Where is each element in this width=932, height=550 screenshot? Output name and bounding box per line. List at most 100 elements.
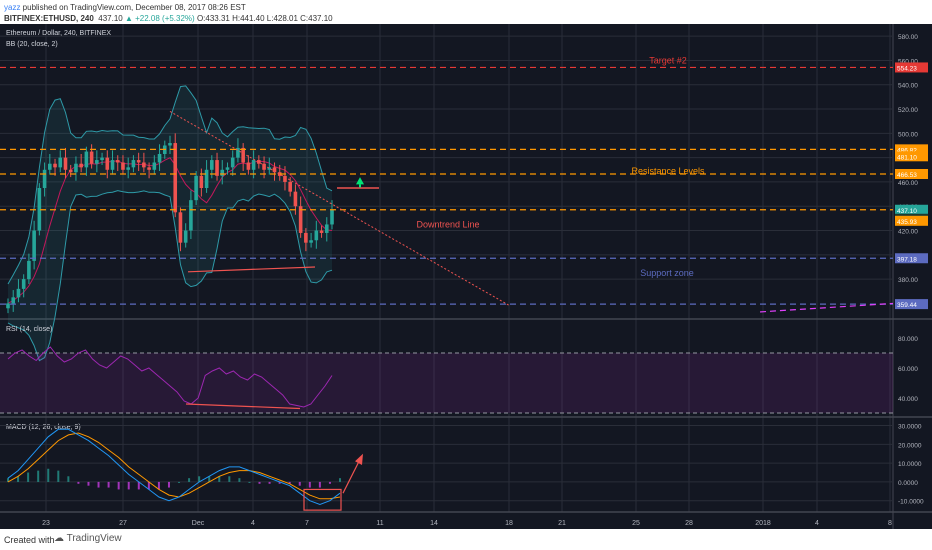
candle-body xyxy=(330,209,334,225)
x-tick-label: 7 xyxy=(305,520,309,527)
x-tick-label: Dec xyxy=(192,520,205,527)
level-badge xyxy=(895,253,928,264)
macd-histogram-bar xyxy=(268,481,271,484)
candle-body xyxy=(105,157,110,170)
y-tick-label: 420.00 xyxy=(898,229,918,236)
brand-name: TradingView xyxy=(66,533,122,544)
candle-body xyxy=(48,163,52,170)
x-tick-label: 28 xyxy=(685,520,693,527)
macd-histogram-bar xyxy=(17,476,20,482)
macd-histogram-bar xyxy=(117,481,120,490)
candle-body xyxy=(115,160,120,163)
up-arrow-icon xyxy=(356,177,364,185)
x-tick-label: 4 xyxy=(815,520,819,527)
y-tick-label: 580.00 xyxy=(898,34,918,41)
candle-body xyxy=(53,163,57,168)
candle-body xyxy=(58,157,63,168)
level-badge-label: 466.53 xyxy=(897,172,917,179)
x-tick-label: 8 xyxy=(888,520,892,527)
macd-histogram-bar xyxy=(27,472,30,482)
axis-badge-label: 481.10 xyxy=(897,154,917,161)
level-badge-label: 437.10 xyxy=(897,208,917,215)
publish-info: published on TradingView.com, December 0… xyxy=(20,3,246,12)
rsi-tick-label: 60.000 xyxy=(898,366,918,373)
macd-tick-label: 20.0000 xyxy=(898,442,922,449)
macd-tick-label: 10.0000 xyxy=(898,461,922,468)
candle-body xyxy=(79,163,83,168)
bb-upper-band xyxy=(7,85,333,285)
candle-body xyxy=(32,230,36,261)
chart-annotation: Resistance Levels xyxy=(631,166,705,176)
candle-body xyxy=(68,169,73,173)
signal-line xyxy=(7,432,341,500)
level-badge-label: 554.23 xyxy=(897,65,917,72)
ohlc-values: O:433.31 H:441.40 L:428.01 C:437.10 xyxy=(196,14,333,23)
candle-body xyxy=(142,162,146,168)
rsi-divergence-line xyxy=(185,403,301,410)
level-badge-label: 359.44 xyxy=(897,302,917,309)
macd-histogram-bar xyxy=(238,478,241,482)
x-tick-label: 11 xyxy=(376,520,383,527)
bb-lower-band xyxy=(7,190,333,362)
rsi-tick-label: 40.000 xyxy=(898,396,918,403)
macd-histogram-bar xyxy=(147,481,150,490)
support-trend-line xyxy=(187,266,316,273)
author-link[interactable]: yazz xyxy=(4,3,21,12)
axis-badge-label: 435.93 xyxy=(897,219,917,226)
macd-histogram-bar xyxy=(87,481,90,486)
candle-body xyxy=(121,162,125,170)
macd-tick-label: 30.0000 xyxy=(898,424,922,431)
macd-histogram-bar xyxy=(248,481,251,483)
candle-body xyxy=(100,157,104,161)
macd-histogram-bar xyxy=(339,478,341,482)
candle-body xyxy=(262,163,266,170)
candle-body xyxy=(194,175,198,201)
candle-body xyxy=(16,288,21,298)
chart-footer: Created with ☁ TradingView xyxy=(0,529,932,550)
last-price: 437.10 xyxy=(98,14,123,23)
macd-histogram-bar xyxy=(107,481,110,488)
macd-histogram-bar xyxy=(127,481,130,490)
candle-body xyxy=(136,160,141,163)
publish-line: yazz published on TradingView.com, Decem… xyxy=(4,3,246,12)
candle-body xyxy=(6,303,10,309)
candle-body xyxy=(37,188,42,231)
macd-histogram-bar xyxy=(288,481,291,484)
downtrend-line xyxy=(169,111,511,307)
tradingview-logo[interactable]: ☁ TradingView xyxy=(54,533,122,544)
macd-histogram-bar xyxy=(137,481,140,490)
x-tick-label: 18 xyxy=(505,520,513,527)
candle-body xyxy=(257,160,261,164)
x-tick-label: 4 xyxy=(251,520,255,527)
x-tick-label: 14 xyxy=(430,520,438,527)
candle-body xyxy=(178,212,183,243)
chart-annotation: Target #2 xyxy=(649,55,687,65)
macd-histogram-bar xyxy=(67,476,70,482)
macd-histogram-bar xyxy=(278,481,281,484)
bb-fill xyxy=(8,85,332,361)
created-with-label: Created with xyxy=(4,535,55,545)
candle-body xyxy=(189,200,193,231)
level-badge xyxy=(895,299,928,310)
chart-canvas[interactable]: 23 27 Dec 4 7 11 14 18 21 25 28 2018 4 8580.00560.005… xyxy=(0,24,932,529)
candle-body xyxy=(157,153,162,163)
candle-body xyxy=(304,232,308,243)
x-tick-label: 27 xyxy=(119,520,127,527)
bb-indicator-label: BB (20, close, 2) xyxy=(6,41,58,48)
rsi-band-fill xyxy=(0,353,893,413)
candle-body xyxy=(230,157,235,168)
candle-body xyxy=(168,143,172,146)
axis-badge xyxy=(895,215,928,226)
candle-body xyxy=(210,160,214,170)
arrow-head-icon xyxy=(355,453,363,465)
macd-histogram-bar xyxy=(47,468,50,482)
macd-histogram-bar xyxy=(218,476,221,482)
y-tick-label: 540.00 xyxy=(898,83,918,90)
candle-body xyxy=(283,175,287,182)
candle-body xyxy=(272,167,277,173)
macd-arrow-shaft xyxy=(342,459,361,494)
candle-body xyxy=(63,157,68,170)
macd-histogram-bar xyxy=(188,478,191,482)
macd-histogram-bar xyxy=(208,476,211,482)
bb-basis xyxy=(7,157,333,304)
